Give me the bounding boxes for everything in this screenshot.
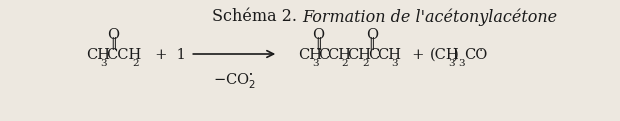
Text: ‖: ‖ bbox=[315, 37, 322, 50]
Text: 3: 3 bbox=[100, 59, 107, 68]
Text: 3: 3 bbox=[448, 59, 454, 68]
Text: +  1: + 1 bbox=[146, 48, 186, 62]
Text: ·: · bbox=[479, 45, 484, 58]
Text: CO: CO bbox=[464, 48, 488, 62]
Text: CCH: CCH bbox=[107, 48, 141, 62]
Text: O: O bbox=[366, 28, 378, 42]
Text: O: O bbox=[312, 28, 324, 42]
Text: ): ) bbox=[453, 48, 459, 62]
Text: Formation de l'acétonylacétone: Formation de l'acétonylacétone bbox=[303, 8, 557, 26]
Text: 3: 3 bbox=[312, 59, 319, 68]
Text: O: O bbox=[107, 28, 119, 42]
Text: CH: CH bbox=[86, 48, 110, 62]
Text: (CH: (CH bbox=[430, 48, 459, 62]
Text: 2: 2 bbox=[362, 59, 369, 68]
Text: 2: 2 bbox=[342, 59, 348, 68]
Text: 3: 3 bbox=[391, 59, 398, 68]
Text: Schéma 2.: Schéma 2. bbox=[213, 8, 303, 25]
Text: ‖: ‖ bbox=[368, 37, 375, 50]
Text: 2: 2 bbox=[133, 59, 140, 68]
Text: CH: CH bbox=[377, 48, 401, 62]
Text: C: C bbox=[368, 48, 379, 62]
Text: C: C bbox=[318, 48, 329, 62]
Text: CH: CH bbox=[327, 48, 351, 62]
Text: +: + bbox=[403, 48, 434, 62]
Text: CH: CH bbox=[347, 48, 371, 62]
Text: 3: 3 bbox=[459, 59, 466, 68]
Text: CH: CH bbox=[298, 48, 322, 62]
Text: ‖: ‖ bbox=[110, 37, 117, 50]
Text: $-$CO$_2^{\mathbf{\cdot}}$: $-$CO$_2^{\mathbf{\cdot}}$ bbox=[213, 71, 255, 91]
